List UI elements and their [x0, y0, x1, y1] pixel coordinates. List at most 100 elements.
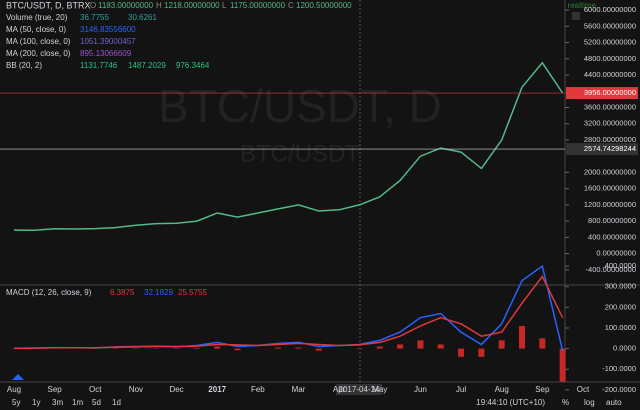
- histogram-bar: [539, 338, 546, 349]
- indicator-value: 895.13066609: [80, 49, 132, 58]
- y-tick-label: 4400.00000000: [584, 70, 636, 79]
- histogram-bar: [193, 347, 200, 349]
- series-line: [13, 274, 564, 350]
- y-tick-label: 1200.00000000: [584, 200, 636, 209]
- macd-value: 6.3875: [110, 288, 135, 297]
- macd-value: 25.5755: [178, 288, 207, 297]
- x-tick-label: Feb: [251, 385, 265, 394]
- ohlc-key: H: [156, 1, 162, 10]
- price-label-box: [566, 87, 638, 100]
- indicator-name: MA (50, close, 0): [6, 25, 66, 34]
- clock: 19:44:10 (UTC+10): [476, 398, 545, 407]
- y-tick-label: 200.0000: [605, 302, 636, 311]
- macd-name: MACD (12, 26, close, 9): [6, 288, 92, 297]
- range-button[interactable]: 5d: [92, 398, 101, 407]
- crosshair-date: 2017-04-14: [339, 385, 380, 394]
- range-button[interactable]: 3m: [52, 398, 63, 407]
- x-tick-label: Aug: [7, 385, 21, 394]
- y-tick-label: 3200.00000000: [584, 119, 636, 128]
- y-tick-label: 2000.00000000: [584, 167, 636, 176]
- histogram-bar: [519, 325, 525, 349]
- x-tick-label: Sep: [48, 385, 63, 394]
- y-tick-label: 6000.00000000: [584, 5, 636, 14]
- y-tick-label: 300.0000: [605, 282, 636, 291]
- indicator-value: 1487.2029: [128, 61, 166, 70]
- ohlc-key: L: [222, 1, 227, 10]
- y-tick-label: 4800.00000000: [584, 54, 636, 63]
- x-tick-label: Oct: [577, 385, 590, 394]
- x-tick-label: Apr: [333, 385, 346, 394]
- y-tick-label: 400.0000: [605, 261, 636, 270]
- scale-option[interactable]: log: [584, 398, 595, 407]
- x-tick-label: Mar: [292, 385, 306, 394]
- ohlc-value: 1175.00000000: [230, 1, 286, 10]
- histogram-bar: [275, 347, 282, 349]
- logo: [12, 374, 24, 380]
- histogram-bar: [397, 344, 404, 349]
- y-tick-label: 5200.00000000: [584, 38, 636, 47]
- ohlc-value: 1218.00000000: [164, 1, 220, 10]
- x-tick-label: Nov: [129, 385, 143, 394]
- price-label-box: [566, 143, 638, 156]
- histogram-bar: [417, 340, 424, 349]
- histogram-bar: [295, 347, 302, 349]
- scale-option[interactable]: auto: [606, 398, 622, 407]
- y-tick-label: 800.00000000: [588, 216, 636, 225]
- crosshair-box: [336, 384, 382, 395]
- y-tick-label: 100.0000: [605, 323, 636, 332]
- x-tick-label: 2017: [208, 385, 226, 394]
- x-tick-label: Jun: [414, 385, 427, 394]
- indicator-value: 976.3464: [176, 61, 210, 70]
- scale-option[interactable]: %: [562, 398, 569, 407]
- y-tick-label: 2800.00000000: [584, 135, 636, 144]
- histogram-bar: [214, 346, 221, 349]
- y-tick-label: -400.00000000: [586, 265, 636, 274]
- watermark: BTC/USDT, D: [158, 80, 442, 132]
- indicator-name: MA (100, close, 0): [6, 37, 71, 46]
- price-label: 2574.74298244: [584, 144, 636, 153]
- symbol: BTC/USDT, D, BTRX: [6, 0, 91, 10]
- ohlc-value: 1200.50000000: [296, 1, 352, 10]
- y-tick-label: 3600.00000000: [584, 102, 636, 111]
- histogram-bar: [458, 348, 465, 357]
- indicator-value: 1131.7746: [80, 61, 118, 70]
- range-button[interactable]: 5y: [12, 398, 20, 407]
- indicator-value: 3146.83556600: [80, 25, 136, 34]
- indicator-name: Volume (true, 20): [6, 13, 68, 22]
- x-tick-label: Sep: [535, 385, 550, 394]
- x-tick-label: Oct: [89, 385, 102, 394]
- indicator-value: 30.6261: [128, 13, 157, 22]
- ohlc-key: O: [90, 1, 96, 10]
- histogram-bar: [437, 344, 444, 349]
- realtime: realtime: [568, 1, 597, 10]
- x-tick-label: Dec: [169, 385, 183, 394]
- y-tick-label: 1600.00000000: [584, 184, 636, 193]
- y-tick-label: 0.00000000: [596, 249, 636, 258]
- histogram-bar: [234, 348, 241, 351]
- histogram-bar: [315, 348, 322, 351]
- range-button[interactable]: 1d: [112, 398, 121, 407]
- series-line: [13, 61, 564, 232]
- y-tick-label: 400.00000000: [588, 232, 636, 241]
- x-tick-label: Jul: [456, 385, 466, 394]
- indicator-value: 36.7755: [80, 13, 109, 22]
- watermark-sub: BTC/USDT: [240, 140, 360, 167]
- price-label: 3956.00000000: [584, 88, 636, 97]
- y-tick-label: -100.0000: [602, 364, 636, 373]
- y-tick-label: 0.0000: [613, 344, 636, 353]
- macd-value: 32.1829: [144, 288, 173, 297]
- indicator-value: 1051.39000457: [80, 37, 136, 46]
- range-button[interactable]: 1m: [72, 398, 83, 407]
- settings-icon[interactable]: [572, 12, 580, 20]
- range-button[interactable]: 1y: [32, 398, 40, 407]
- ohlc-key: C: [288, 1, 294, 10]
- histogram-bar: [498, 340, 505, 349]
- histogram-bar: [478, 348, 485, 357]
- histogram-bar: [376, 346, 383, 349]
- histogram-bar: [559, 348, 566, 382]
- y-tick-label: 5600.00000000: [584, 21, 636, 30]
- x-tick-label: May: [372, 385, 387, 394]
- indicator-name: BB (20, 2): [6, 61, 42, 70]
